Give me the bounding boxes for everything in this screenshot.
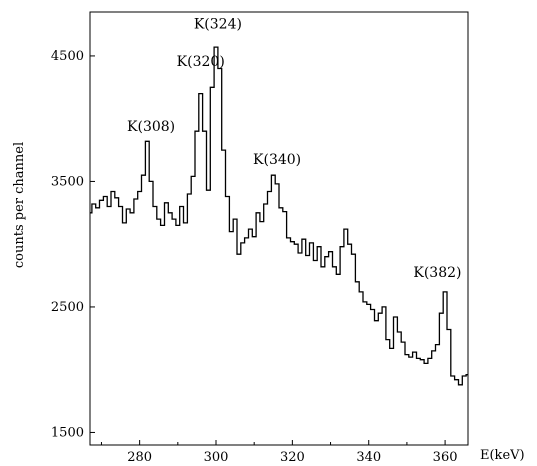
- axis-ticks: [90, 55, 446, 445]
- plot-frame: [89, 11, 469, 446]
- x-tick-label: 280: [127, 450, 152, 465]
- peak-label: K(382): [413, 265, 461, 281]
- x-tick-label: 300: [204, 450, 229, 465]
- y-tick-label: 1500: [51, 425, 84, 440]
- x-tick-label: 340: [356, 450, 381, 465]
- peak-label: K(320): [177, 54, 225, 70]
- y-tick-label: 3500: [51, 174, 84, 189]
- x-axis-label: E(keV): [480, 448, 525, 463]
- spectrum-line: [90, 46, 468, 386]
- y-axis-label: counts per channel: [12, 142, 27, 268]
- tick-labels: 280 300 320 340 360 1500 2500 3500 4500: [51, 49, 458, 465]
- peak-label: K(308): [127, 119, 175, 135]
- peak-label: K(324): [194, 16, 242, 32]
- peak-label: K(340): [253, 152, 301, 168]
- x-tick-label: 320: [280, 450, 305, 465]
- plot-border: [89, 11, 469, 446]
- y-tick-label: 2500: [51, 300, 84, 315]
- peak-annotations: K(308) K(320) K(324) K(340) K(382): [127, 16, 461, 281]
- x-tick-label: 360: [433, 450, 458, 465]
- y-tick-label: 4500: [51, 49, 84, 64]
